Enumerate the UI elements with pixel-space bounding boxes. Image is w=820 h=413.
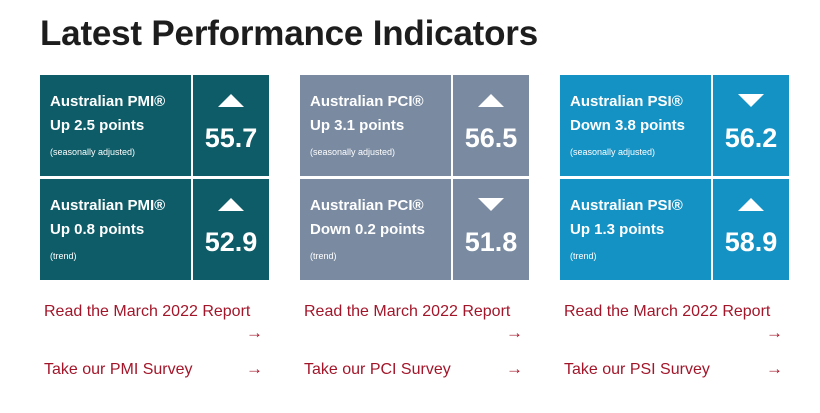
indicator-change: Down 3.8 points (570, 117, 686, 134)
card-divider (191, 75, 193, 176)
indicator-note: (seasonally adjusted) (570, 147, 656, 157)
psi-survey-link[interactable]: Take our PSI Survey (564, 361, 710, 378)
indicator-note: (trend) (570, 251, 597, 261)
card-divider (191, 179, 193, 280)
indicator-value: 58.9 (724, 227, 778, 257)
card-divider (711, 179, 713, 280)
triangle-up-icon (218, 94, 244, 107)
indicator-name: Australian PMI® (50, 197, 166, 214)
indicator-value: 52.9 (204, 227, 258, 257)
indicator-change: Down 0.2 points (310, 221, 426, 238)
indicator-value: 56.5 (464, 123, 518, 153)
psi-seasonal-card: Australian PSI® Down 3.8 points (seasona… (560, 75, 789, 176)
pmi-seasonal-card: Australian PMI® Up 2.5 points (seasonall… (40, 75, 269, 176)
arrow-right-icon[interactable]: → (506, 359, 523, 378)
indicator-change: Up 3.1 points (310, 117, 405, 134)
triangle-up-icon (478, 94, 504, 107)
indicator-note: (trend) (310, 251, 337, 261)
arrow-right-icon[interactable]: → (246, 359, 263, 378)
indicator-name: Australian PCI® (310, 197, 424, 214)
psi-report-link[interactable]: Read the March 2022 Report (564, 303, 771, 320)
pmi-report-link[interactable]: Read the March 2022 Report (44, 303, 251, 320)
psi-trend-card: Australian PSI® Up 1.3 points (trend) 58… (560, 179, 789, 280)
indicator-note: (seasonally adjusted) (310, 147, 396, 157)
arrow-right-icon[interactable]: → (506, 323, 523, 342)
indicator-note: (seasonally adjusted) (50, 147, 136, 157)
page-title: Latest Performance Indicators (40, 14, 538, 53)
pmi-column: Australian PMI® Up 2.5 points (seasonall… (40, 75, 269, 380)
pci-links: Read the March 2022 Report → Take our PC… (300, 280, 529, 380)
arrow-right-icon[interactable]: → (766, 323, 783, 342)
indicator-name: Australian PSI® (570, 93, 683, 110)
psi-links: Read the March 2022 Report → Take our PS… (560, 280, 789, 380)
triangle-up-icon (738, 198, 764, 211)
indicator-name: Australian PSI® (570, 197, 683, 214)
indicator-change: Up 2.5 points (50, 117, 145, 134)
indicator-change: Up 0.8 points (50, 221, 145, 238)
arrow-right-icon[interactable]: → (246, 323, 263, 342)
pci-report-link[interactable]: Read the March 2022 Report (304, 303, 511, 320)
indicator-value: 55.7 (204, 123, 258, 153)
indicator-value: 51.8 (464, 227, 518, 257)
indicator-name: Australian PCI® (310, 93, 424, 110)
pci-survey-link[interactable]: Take our PCI Survey (304, 361, 451, 378)
pmi-trend-card: Australian PMI® Up 0.8 points (trend) 52… (40, 179, 269, 280)
psi-column: Australian PSI® Down 3.8 points (seasona… (560, 75, 789, 380)
triangle-down-icon (478, 198, 504, 211)
card-divider (451, 179, 453, 280)
triangle-down-icon (738, 94, 764, 107)
indicator-name: Australian PMI® (50, 93, 166, 110)
pci-seasonal-card: Australian PCI® Up 3.1 points (seasonall… (300, 75, 529, 176)
indicator-note: (trend) (50, 251, 77, 261)
pci-column: Australian PCI® Up 3.1 points (seasonall… (300, 75, 529, 380)
indicator-value: 56.2 (724, 123, 778, 153)
pmi-links: Read the March 2022 Report → Take our PM… (40, 280, 269, 380)
triangle-up-icon (218, 198, 244, 211)
pmi-survey-link[interactable]: Take our PMI Survey (44, 361, 193, 378)
card-divider (711, 75, 713, 176)
arrow-right-icon[interactable]: → (766, 359, 783, 378)
pci-trend-card: Australian PCI® Down 0.2 points (trend) … (300, 179, 529, 280)
indicator-change: Up 1.3 points (570, 221, 665, 238)
card-divider (451, 75, 453, 176)
